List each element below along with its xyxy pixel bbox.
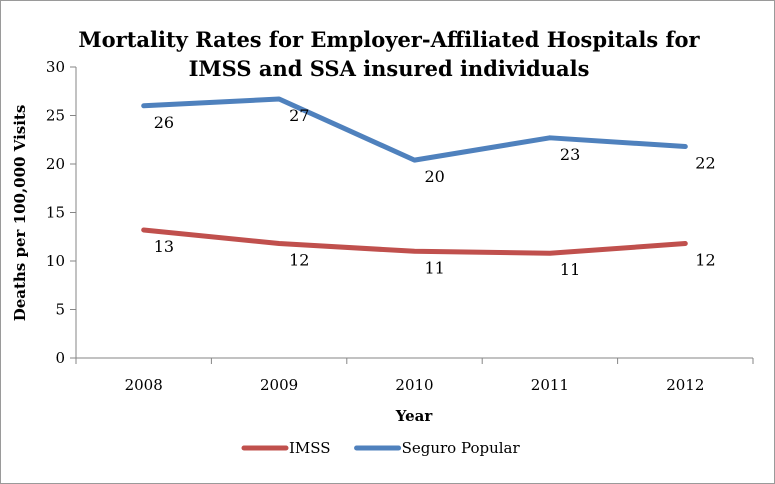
y-tick-label: 30 xyxy=(46,58,65,76)
chart-title-line1: Mortality Rates for Employer-Affiliated … xyxy=(78,27,700,52)
data-label-seguro-popular: 20 xyxy=(425,167,445,186)
series-line-seguro-popular xyxy=(141,96,688,163)
data-label-imss: 11 xyxy=(425,258,445,277)
data-label-seguro-popular: 27 xyxy=(289,106,309,125)
series-line-imss xyxy=(141,227,688,256)
x-tick-label: 2010 xyxy=(395,376,433,394)
legend: IMSS Seguro Popular xyxy=(241,439,521,457)
data-label-seguro-popular: 23 xyxy=(560,145,580,164)
y-tick-label: 15 xyxy=(46,204,65,222)
x-tick-label: 2009 xyxy=(260,376,298,394)
chart-title-line2: IMSS and SSA insured individuals xyxy=(189,56,590,81)
x-tick-label: 2008 xyxy=(125,376,163,394)
legend-label-imss: IMSS xyxy=(289,439,331,457)
data-label-imss: 12 xyxy=(289,251,309,270)
y-tick-label: 20 xyxy=(46,155,65,173)
data-label-imss: 11 xyxy=(560,260,580,279)
x-axis-title: Year xyxy=(395,407,434,425)
data-label-imss: 12 xyxy=(695,251,715,270)
data-label-imss: 13 xyxy=(154,237,174,256)
data-label-seguro-popular: 26 xyxy=(154,113,174,132)
x-tick-label: 2012 xyxy=(666,376,704,394)
y-tick-label: 25 xyxy=(46,107,65,125)
data-label-seguro-popular: 22 xyxy=(695,154,715,173)
x-tick-label: 2011 xyxy=(531,376,569,394)
y-tick-label: 5 xyxy=(55,301,65,319)
y-axis-title: Deaths per 100,000 Visits xyxy=(11,105,29,322)
y-tick-label: 10 xyxy=(46,252,65,270)
legend-label-seguro-popular: Seguro Popular xyxy=(402,439,521,457)
y-tick-label: 0 xyxy=(55,349,65,367)
